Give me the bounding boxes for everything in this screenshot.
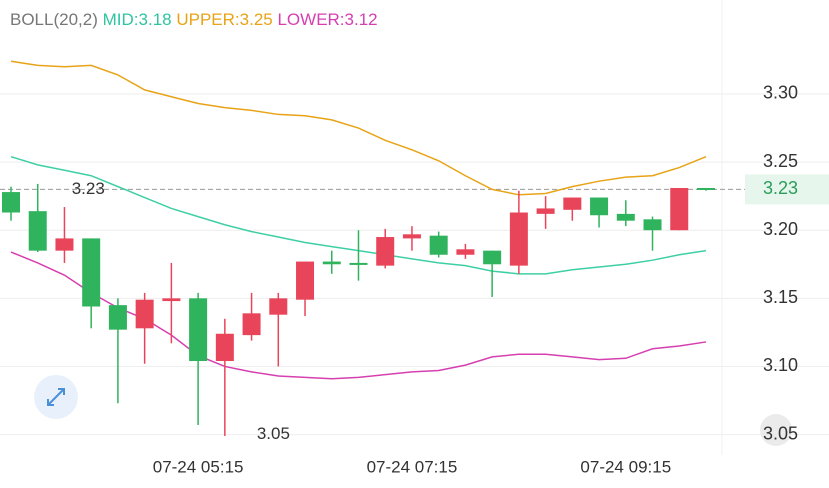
indicator-name: BOLL(20,2) (10, 10, 98, 29)
lower-label: LOWER:3.12 (277, 10, 377, 29)
y-tick-label: 3.20 (763, 219, 798, 239)
candle-body (590, 197, 609, 216)
x-tick-label: 07-24 09:15 (580, 457, 671, 476)
candle-body (28, 211, 47, 251)
candle-body (536, 208, 555, 214)
candle-body (670, 187, 689, 231)
candle-body (162, 298, 181, 302)
y-tick-label: 3.10 (763, 355, 798, 375)
mid-label: MID:3.18 (103, 10, 172, 29)
x-tick-label: 07-24 05:15 (153, 457, 244, 476)
candle-body (429, 235, 448, 255)
y-tick-label: 3.25 (763, 151, 798, 171)
y-tick-label: 3.05 (763, 423, 798, 443)
last-price-box (745, 174, 829, 205)
band-line (10, 60, 707, 196)
upper-key: UPPER: (176, 10, 240, 29)
candle-body (2, 192, 20, 213)
max-label: 3.23 (72, 179, 105, 198)
y-tick-label: 3.30 (763, 83, 798, 103)
y-tick-label: 3.15 (763, 287, 798, 307)
candle-body (376, 237, 395, 266)
candle-body (563, 197, 582, 210)
candle-body (402, 234, 421, 239)
candle-body (269, 298, 288, 315)
expand-icon (47, 388, 65, 406)
candle-body (108, 305, 127, 330)
corner-button[interactable] (760, 414, 792, 446)
x-tick-label: 07-24 07:15 (367, 457, 458, 476)
candle-body (616, 213, 635, 221)
candle-body (215, 333, 234, 362)
candle-body (509, 212, 528, 266)
candle-body (82, 238, 101, 307)
mid-key: MID: (102, 10, 139, 29)
last-price-label: 3.23 (763, 178, 798, 198)
candle-body (242, 313, 261, 336)
mid-value: 3.18 (138, 10, 172, 29)
candle-body (483, 250, 502, 265)
candle-body (696, 187, 715, 190)
candle-body (296, 261, 315, 300)
candle-body (135, 299, 154, 329)
lower-value: 3.12 (344, 10, 378, 29)
candle-body (349, 262, 368, 265)
upper-label: UPPER:3.25 (176, 10, 272, 29)
lower-key: LOWER: (277, 10, 345, 29)
candle-body (643, 219, 662, 231)
candle-body (55, 238, 74, 251)
indicator-header: BOLL(20,2) MID:3.18 UPPER:3.25 LOWER:3.1… (10, 10, 378, 30)
candle-body (456, 249, 475, 255)
candle-body (322, 261, 341, 265)
candle-body (189, 298, 208, 362)
min-label: 3.05 (257, 424, 290, 443)
upper-value: 3.25 (239, 10, 273, 29)
